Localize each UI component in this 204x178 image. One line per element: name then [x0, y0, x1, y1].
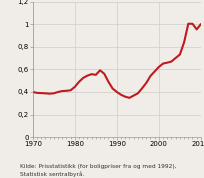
- Text: Kilde: Prisstatistikk (for boligpriser fra og med 1992),
Statistisk sentralbyrå.: Kilde: Prisstatistikk (for boligpriser f…: [20, 164, 176, 177]
